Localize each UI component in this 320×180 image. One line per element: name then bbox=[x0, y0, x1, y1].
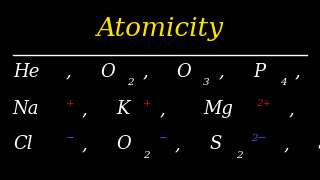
Text: 2: 2 bbox=[143, 150, 150, 159]
Text: ,: , bbox=[82, 135, 88, 153]
Text: Cl: Cl bbox=[13, 135, 32, 153]
Text: O: O bbox=[100, 62, 115, 80]
Text: K: K bbox=[116, 100, 130, 118]
Text: 2+: 2+ bbox=[256, 99, 272, 108]
Text: O: O bbox=[116, 135, 131, 153]
Text: ,: , bbox=[289, 100, 295, 118]
Text: SO: SO bbox=[318, 135, 320, 153]
Text: ,: , bbox=[175, 135, 180, 153]
Text: −: − bbox=[158, 134, 167, 143]
Text: ,: , bbox=[159, 100, 165, 118]
Text: Na: Na bbox=[13, 100, 39, 118]
Text: Mg: Mg bbox=[204, 100, 233, 118]
Text: 4: 4 bbox=[280, 78, 286, 87]
Text: +: + bbox=[66, 99, 75, 108]
Text: ,: , bbox=[283, 135, 289, 153]
Text: ,: , bbox=[82, 100, 88, 118]
Text: ,: , bbox=[219, 62, 224, 80]
Text: ,: , bbox=[142, 62, 148, 80]
Text: O: O bbox=[177, 62, 191, 80]
Text: P: P bbox=[253, 62, 265, 80]
Text: S: S bbox=[209, 135, 221, 153]
Text: 2: 2 bbox=[236, 150, 242, 159]
Text: 2−: 2− bbox=[251, 134, 266, 143]
Text: +: + bbox=[143, 99, 152, 108]
Text: ,: , bbox=[295, 62, 300, 80]
Text: Atomicity: Atomicity bbox=[97, 16, 223, 41]
Text: He: He bbox=[13, 62, 39, 80]
Text: 2: 2 bbox=[127, 78, 133, 87]
Text: ,: , bbox=[66, 62, 72, 80]
Text: 3: 3 bbox=[203, 78, 210, 87]
Text: −: − bbox=[66, 134, 75, 143]
